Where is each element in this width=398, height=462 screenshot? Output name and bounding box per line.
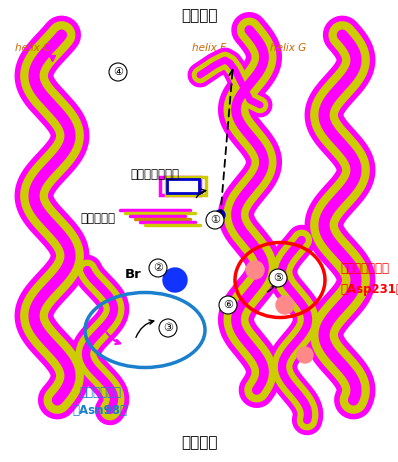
Circle shape [219,296,237,314]
Circle shape [149,259,167,277]
Text: ②: ② [153,263,163,273]
Circle shape [159,319,177,337]
Text: アスパラギン: アスパラギン [79,385,121,399]
Text: 細胞外側: 細胞外側 [181,435,217,450]
Circle shape [215,210,225,220]
Circle shape [206,211,224,229]
Circle shape [163,268,187,292]
Text: ⑥: ⑥ [223,300,233,310]
Circle shape [109,63,127,81]
Text: トリプトファン: トリプトファン [130,169,179,182]
Text: ⑤: ⑤ [273,273,283,283]
Text: ①: ① [210,215,220,225]
Text: （Asn98）: （Asn98） [72,403,127,417]
Circle shape [246,261,264,279]
Text: アスパラギン酸: アスパラギン酸 [340,261,389,274]
Text: helix C: helix C [15,43,51,53]
Text: レチナール: レチナール [80,212,115,225]
Text: helix G: helix G [270,43,306,53]
Text: ④: ④ [113,67,123,77]
Text: （Asp231）: （Asp231） [340,284,398,297]
Text: Br: Br [125,267,142,280]
Text: 細胞質側: 細胞質側 [181,8,217,23]
Circle shape [269,269,287,287]
Text: helix F: helix F [192,43,226,53]
Circle shape [276,296,294,314]
Circle shape [297,347,313,363]
Text: ③: ③ [163,323,173,333]
